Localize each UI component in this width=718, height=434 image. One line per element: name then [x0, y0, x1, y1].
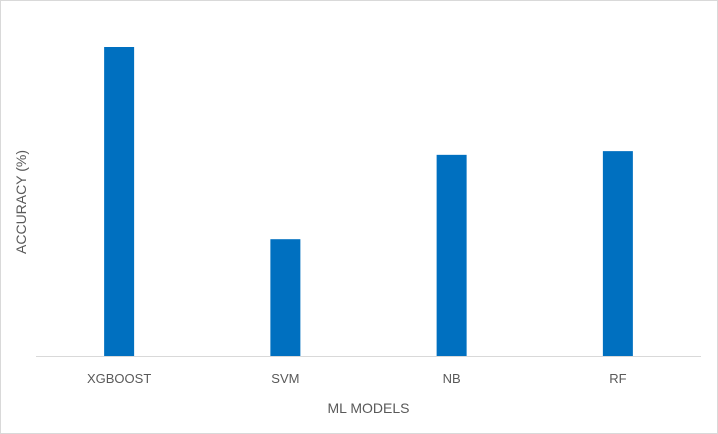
x-axis-title: ML MODELS: [328, 400, 410, 416]
x-tick-label-rf: RF: [609, 371, 626, 386]
bar-rf: [602, 151, 633, 356]
x-tick-labels: XGBOOST SVM NB RF: [87, 371, 627, 386]
bar-svm: [270, 239, 301, 356]
x-tick-label-nb: NB: [443, 371, 461, 386]
bar-nb: [436, 154, 467, 356]
x-tick-label-svm: SVM: [271, 371, 299, 386]
x-tick-label-xgboost: XGBOOST: [87, 371, 151, 386]
y-axis-title: ACCURACY (%): [13, 150, 29, 254]
bar-xgboost: [104, 47, 135, 356]
bar-group: [104, 47, 633, 356]
